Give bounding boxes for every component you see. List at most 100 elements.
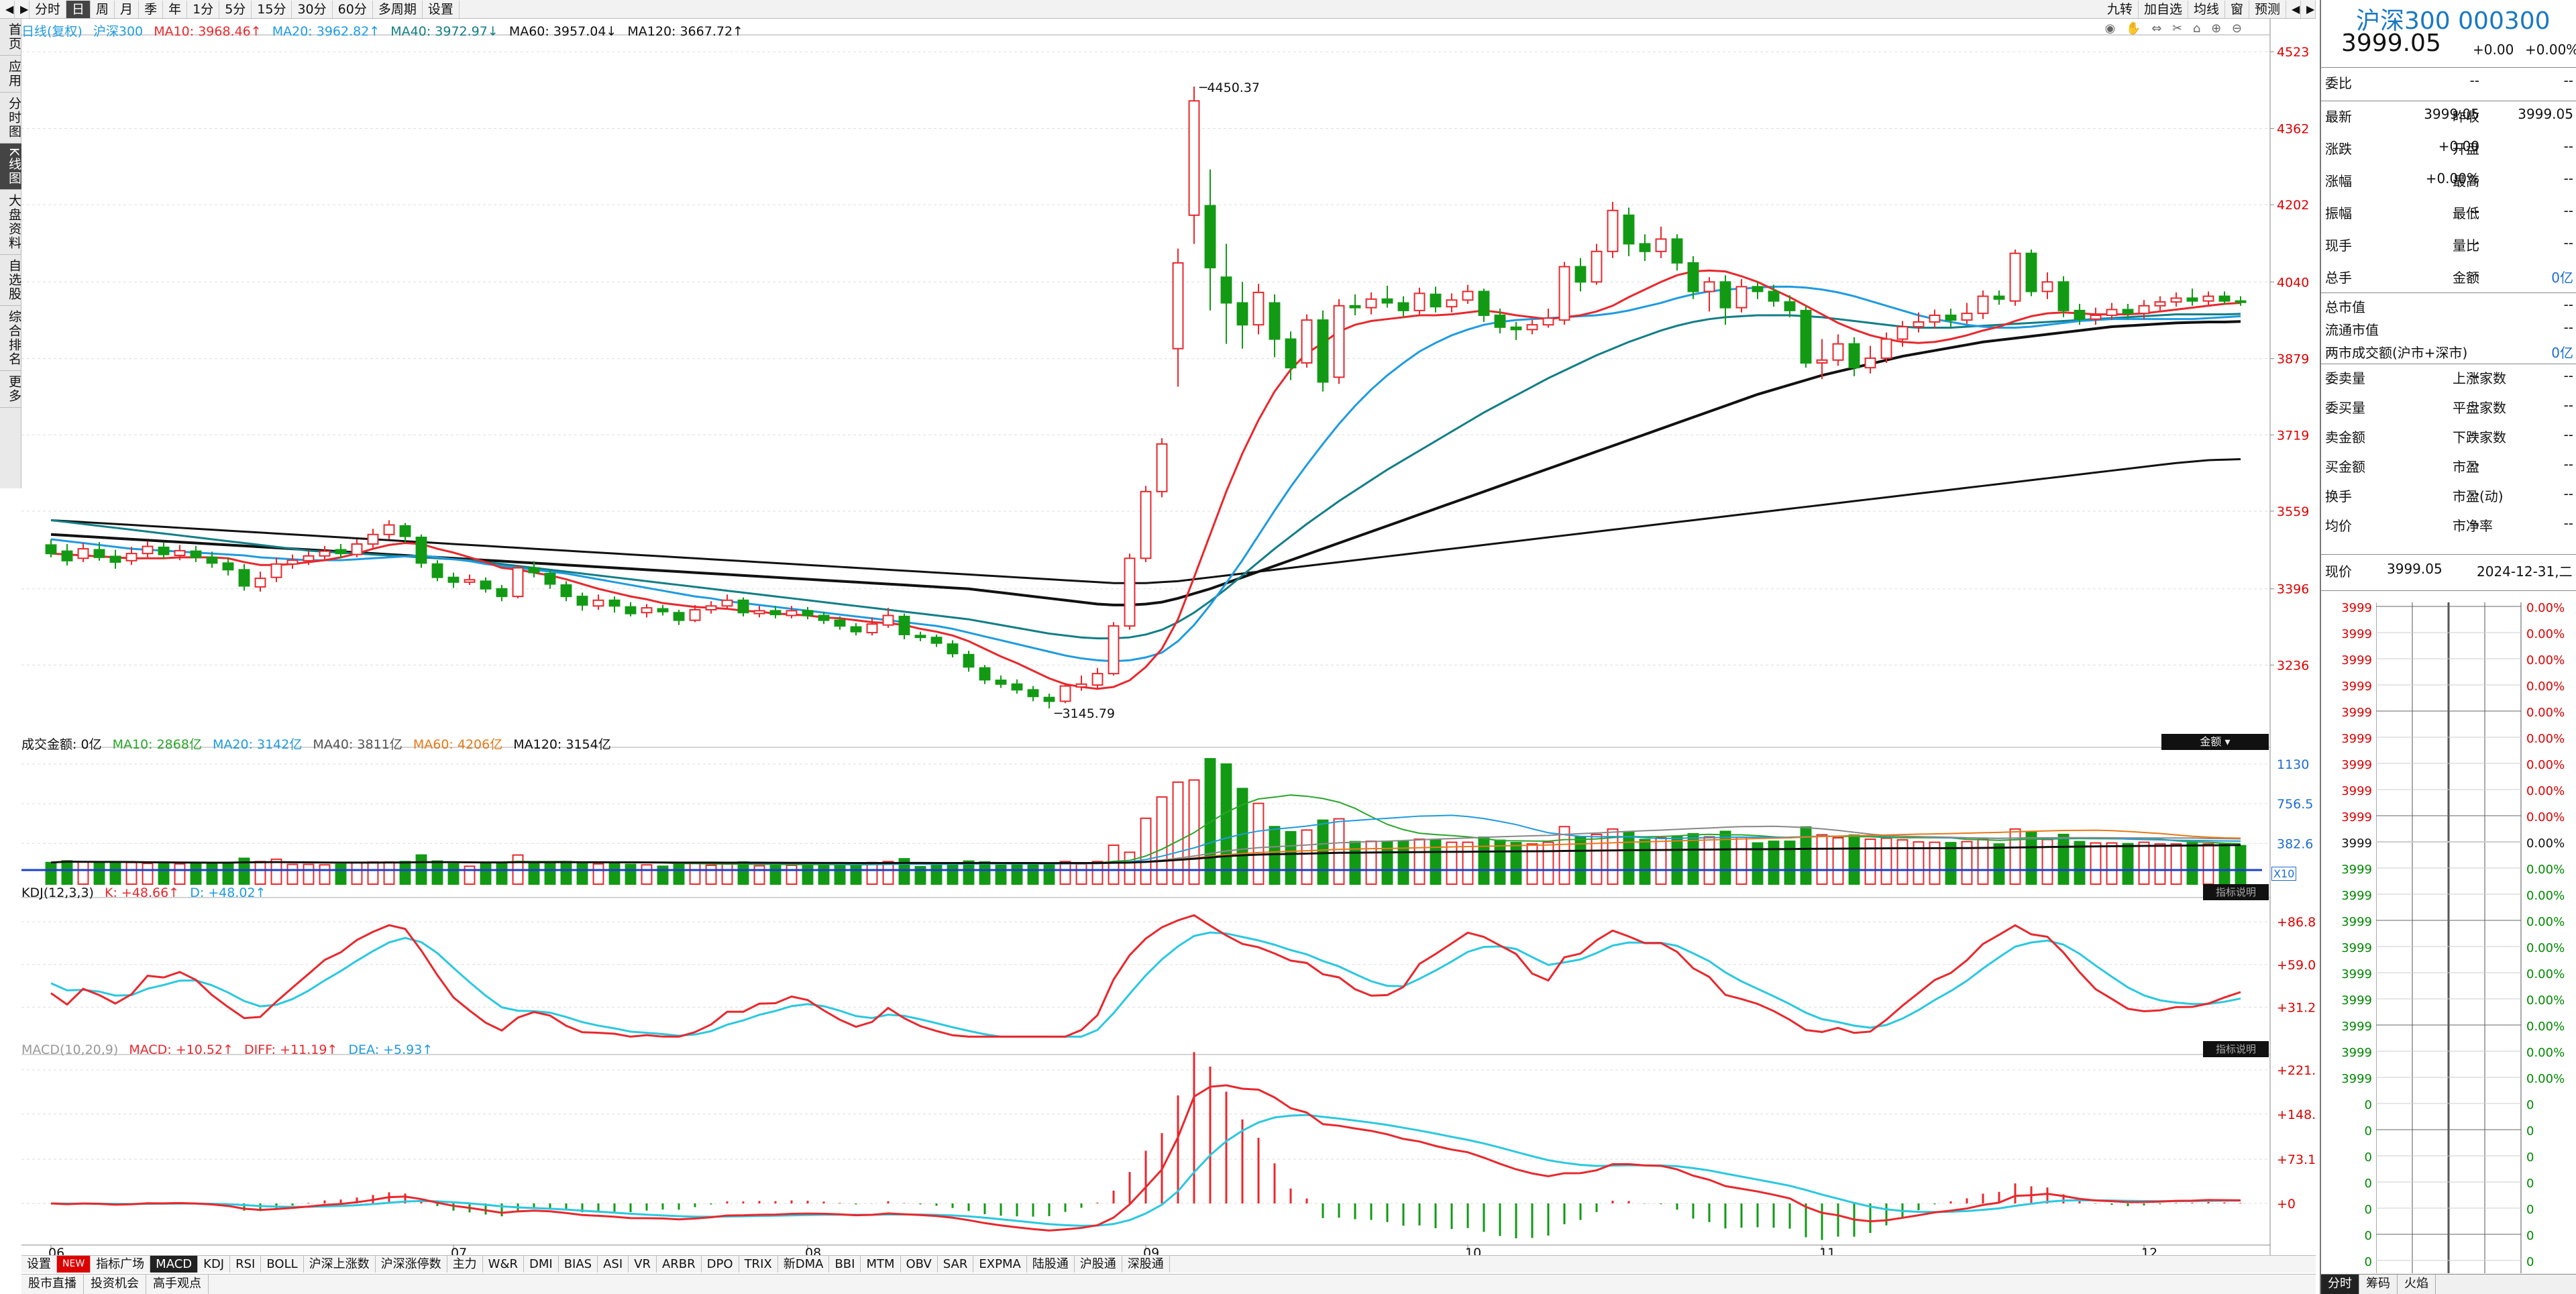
macd-help-button[interactable]: 指标说明 [2203, 1041, 2269, 1057]
chart-canvas[interactable]: 4523 4362 4202 4040 3879 3719 3559 3396 3236 ─445… [21, 19, 2316, 1258]
tool-tab-4[interactable]: 预测 [2249, 0, 2286, 18]
volume-bar [914, 866, 926, 885]
candle-body [1993, 295, 2005, 300]
indicator-tab-5[interactable]: RSI [230, 1256, 262, 1273]
quote-label: 委卖量 [2325, 370, 2365, 386]
candle-body [947, 643, 959, 655]
quote-panel: 沪深300 000300 3999.05 +0.00 +0.00% 委比 -- --… [2320, 0, 2576, 1294]
indicator-tab-24[interactable]: 陆股通 [1027, 1256, 1075, 1273]
left-tab-0[interactable]: 首页 [0, 19, 21, 56]
tick-pct: 0.00% [2526, 941, 2565, 955]
eye-icon[interactable]: ◉ [2104, 21, 2116, 36]
indicator-tab-25[interactable]: 沪股通 [1075, 1256, 1122, 1273]
tick-pct: 0.00% [2526, 837, 2565, 851]
indicator-tab-7[interactable]: 沪深上涨数 [304, 1256, 376, 1273]
tool-tab-1[interactable]: 加自选 [2139, 0, 2188, 18]
left-tab-2[interactable]: 分时图 [0, 93, 21, 144]
indicator-tab-22[interactable]: SAR [938, 1256, 974, 1273]
candle-body [222, 562, 234, 571]
indicator-tab-2[interactable]: 指标广场 [91, 1256, 151, 1273]
tools-icon[interactable]: ✂ [2172, 21, 2183, 36]
indicator-tab-19[interactable]: BBI [829, 1256, 861, 1273]
period-tab-3[interactable]: 月 [115, 0, 140, 18]
period-tab-2[interactable]: 周 [91, 0, 115, 18]
period-tab-5[interactable]: 年 [163, 0, 188, 18]
indicator-tab-12[interactable]: BIAS [559, 1256, 598, 1273]
scroll-left-icon[interactable]: ◀ [0, 0, 15, 18]
volume-bar [1172, 781, 1184, 885]
period-tab-4[interactable]: 季 [139, 0, 164, 18]
x10-toggle[interactable]: X10 [2271, 867, 2297, 881]
indicator-tab-23[interactable]: EXPMA [973, 1256, 1027, 1273]
indicator-tab-13[interactable]: ASI [598, 1256, 629, 1273]
period-tab-8[interactable]: 15分 [252, 0, 292, 18]
indicator-tab-15[interactable]: ARBR [657, 1256, 702, 1273]
legend-ma60: MA60: 3957.04↓ [508, 24, 617, 39]
candle-body [93, 549, 105, 558]
indicator-tab-21[interactable]: OBV [901, 1256, 938, 1273]
volume-bar [2170, 843, 2182, 885]
zoom-in-icon[interactable]: ⊕ [2211, 21, 2222, 36]
candle-body [625, 606, 637, 614]
indicator-tab-10[interactable]: W&R [483, 1256, 524, 1273]
tick-price: 3999 [2341, 706, 2372, 720]
left-tab-7[interactable]: 更多 [0, 371, 21, 409]
indicator-tab-20[interactable]: MTM [861, 1256, 901, 1273]
zoom-out-icon[interactable]: ⊖ [2231, 21, 2242, 36]
left-tab-5[interactable]: 自选股 [0, 255, 21, 307]
period-tab-12[interactable]: 设置 [423, 0, 460, 18]
indicator-tab-8[interactable]: 沪深涨停数 [376, 1256, 447, 1273]
tool-tab-0[interactable]: 九转 [2102, 0, 2139, 18]
period-tab-6[interactable]: 1分 [187, 0, 220, 18]
period-tab-0[interactable]: 分时 [30, 0, 67, 18]
period-tab-10[interactable]: 60分 [333, 0, 373, 18]
volume-bar [206, 863, 218, 885]
tick-pct: 0 [2526, 1124, 2534, 1138]
indicator-tab-0[interactable]: 设置 [21, 1256, 57, 1273]
indicator-tab-16[interactable]: DPO [702, 1256, 739, 1273]
chart-area[interactable]: 4523 4362 4202 4040 3879 3719 3559 3396 3236 ─445… [21, 19, 2316, 1258]
period-tab-11[interactable]: 多周期 [373, 0, 423, 18]
quote-bottom-tab-2[interactable]: 火焰 [2398, 1275, 2436, 1294]
tool-tab-2[interactable]: 均线 [2188, 0, 2225, 18]
candle-body [914, 635, 926, 639]
indicator-tab-18[interactable]: 新DMA [778, 1256, 830, 1273]
bottom-tab-1[interactable]: 投资机会 [84, 1275, 146, 1294]
y-tick-label: 3559 [2277, 504, 2309, 519]
tool-tab-3[interactable]: 窗 [2225, 0, 2249, 18]
bottom-tab-0[interactable]: 股市直播 [21, 1275, 84, 1294]
indicator-tab-11[interactable]: DMI [524, 1256, 559, 1273]
left-tab-4[interactable]: 大盘资料 [0, 190, 21, 256]
lock-icon[interactable]: ⌂ [2192, 21, 2201, 36]
indicator-tab-4[interactable]: KDJ [198, 1256, 231, 1273]
indicator-tab-6[interactable]: BOLL [261, 1256, 304, 1273]
ruler-icon[interactable]: ⇔ [2151, 21, 2162, 36]
collapse-left-icon[interactable]: ◀ [2286, 0, 2301, 18]
indicator-tab-26[interactable]: 深股通 [1122, 1256, 1170, 1273]
period-tab-9[interactable]: 30分 [292, 0, 333, 18]
quote-bottom-tab-0[interactable]: 分时 [2321, 1275, 2359, 1294]
collapse-right-icon[interactable]: ▶ [2301, 0, 2316, 18]
indicator-tab-1[interactable]: NEW [57, 1256, 91, 1273]
volume-bar [1108, 844, 1120, 885]
tick-price: 3999 [2341, 967, 2372, 981]
hand-icon[interactable]: ✋ [2126, 21, 2141, 36]
quote-row-rows4-0: 委卖量 -- 上涨家数 -- [2325, 368, 2573, 400]
indicator-tab-14[interactable]: VR [629, 1256, 657, 1273]
indicator-tab-17[interactable]: TRIX [739, 1256, 778, 1273]
volume-type-dropdown[interactable]: 金额 ▾ [2161, 734, 2269, 750]
period-tab-7[interactable]: 5分 [219, 0, 252, 18]
kdj-help-button[interactable]: 指标说明 [2203, 884, 2269, 900]
volume-bar [1059, 861, 1071, 885]
left-tab-6[interactable]: 综合排名 [0, 306, 21, 372]
scroll-right-icon[interactable]: ▶ [15, 0, 30, 18]
volume-bar [1574, 836, 1587, 885]
indicator-tab-9[interactable]: 主力 [447, 1256, 483, 1273]
bottom-tab-2[interactable]: 高手观点 [146, 1275, 209, 1294]
left-tab-3[interactable]: K线图 [0, 144, 21, 191]
indicator-tab-3[interactable]: MACD [150, 1256, 199, 1273]
period-tab-1[interactable]: 日 [66, 0, 91, 18]
quote-value: -- [2563, 515, 2573, 531]
left-tab-1[interactable]: 应用 [0, 56, 21, 93]
quote-bottom-tab-1[interactable]: 筹码 [2359, 1275, 2398, 1294]
